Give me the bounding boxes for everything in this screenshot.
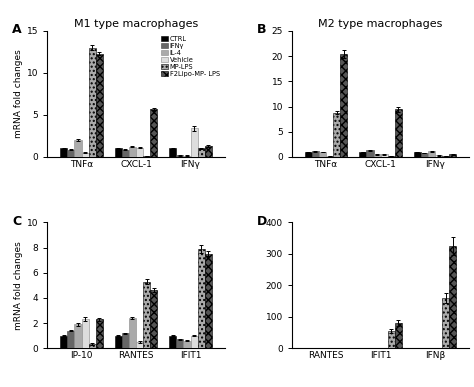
Text: B: B [256, 23, 266, 36]
Bar [366, 150, 374, 157]
Bar [395, 323, 402, 348]
Bar [96, 54, 103, 157]
Text: C: C [12, 215, 21, 228]
Bar [388, 156, 395, 157]
Bar [449, 246, 456, 348]
Bar [176, 155, 183, 157]
Bar [198, 149, 205, 157]
Bar [442, 298, 449, 348]
Bar [205, 254, 212, 348]
Bar [115, 149, 122, 157]
Bar [96, 319, 103, 348]
Bar [136, 342, 143, 348]
Bar [421, 153, 428, 157]
Bar [82, 319, 89, 348]
Bar [143, 282, 150, 348]
Title: M2 type macrophages: M2 type macrophages [319, 19, 443, 29]
Bar [67, 150, 74, 157]
Bar [183, 156, 191, 157]
Bar [169, 149, 176, 157]
Bar [333, 113, 340, 157]
Bar [89, 344, 96, 348]
Bar [60, 336, 67, 348]
Bar [205, 146, 212, 157]
Text: D: D [256, 215, 267, 228]
Bar [305, 152, 312, 157]
Bar [150, 109, 157, 157]
Bar [340, 54, 347, 157]
Bar [191, 336, 198, 348]
Y-axis label: mRNA fold changes: mRNA fold changes [14, 241, 23, 330]
Bar [74, 140, 82, 157]
Bar [82, 153, 89, 157]
Title: M1 type macrophages: M1 type macrophages [74, 19, 198, 29]
Bar [449, 154, 456, 157]
Bar [183, 341, 191, 348]
Bar [359, 152, 366, 157]
Bar [435, 155, 442, 157]
Bar [319, 152, 326, 157]
Bar [414, 152, 421, 157]
Bar [388, 331, 395, 348]
Legend: CTRL, IFNγ, IL-4, Vehicle, MP-LPS, F2Lipo-MP- LPS: CTRL, IFNγ, IL-4, Vehicle, MP-LPS, F2Lip… [160, 34, 221, 78]
Bar [326, 156, 333, 157]
Bar [67, 330, 74, 348]
Bar [60, 149, 67, 157]
Bar [143, 156, 150, 157]
Bar [115, 336, 122, 348]
Bar [428, 151, 435, 157]
Y-axis label: mRNA fold changes: mRNA fold changes [14, 50, 23, 138]
Bar [191, 128, 198, 157]
Bar [312, 151, 319, 157]
Bar [374, 154, 381, 157]
Bar [395, 109, 402, 157]
Bar [74, 324, 82, 348]
Bar [198, 249, 205, 348]
Bar [136, 148, 143, 157]
Text: A: A [12, 23, 22, 36]
Bar [89, 48, 96, 157]
Bar [176, 339, 183, 348]
Bar [129, 318, 136, 348]
Bar [169, 336, 176, 348]
Bar [122, 150, 129, 157]
Bar [150, 290, 157, 348]
Bar [129, 147, 136, 157]
Bar [442, 156, 449, 157]
Bar [122, 333, 129, 348]
Bar [381, 154, 388, 157]
